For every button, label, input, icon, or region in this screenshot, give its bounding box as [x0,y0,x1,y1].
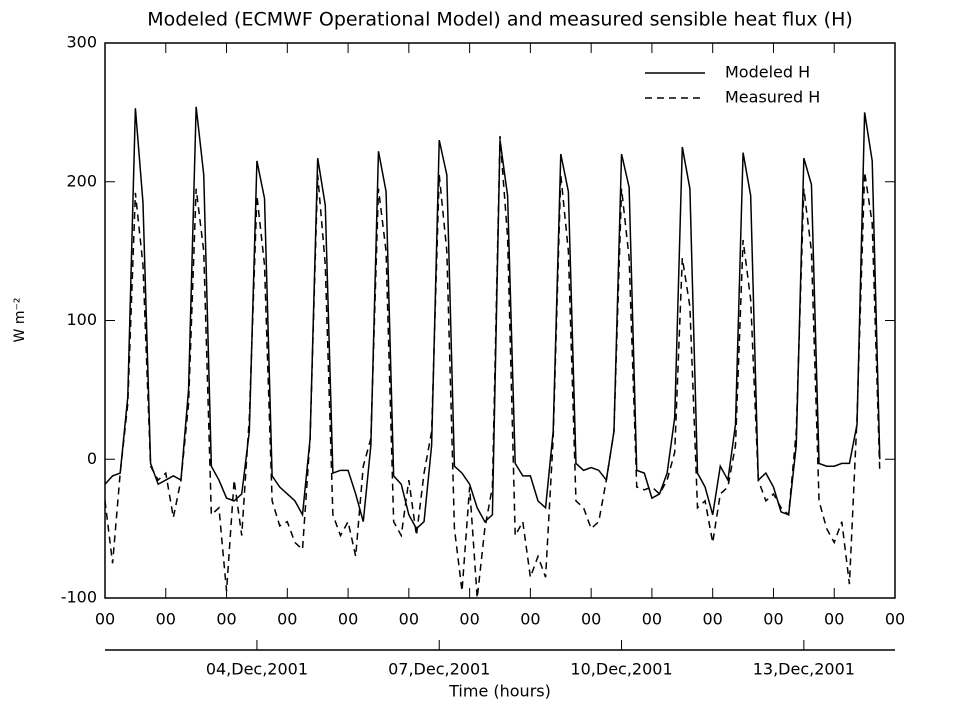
x-tick-label: 00 [459,610,479,629]
series-line [104,106,881,530]
x-tick-label: 00 [216,610,236,629]
date-tick-label: 13,Dec,2001 [753,660,855,679]
x-tick-label: 00 [399,610,419,629]
date-tick-label: 07,Dec,2001 [388,660,490,679]
y-tick-label: 100 [66,310,97,329]
x-tick-label: 00 [763,610,783,629]
x-tick-label: 00 [277,610,297,629]
x-tick-label: 00 [581,610,601,629]
x-axis-label: Time (hours) [448,682,551,701]
series-line [104,135,881,599]
plot-frame [104,42,896,599]
x-tick-label: 00 [642,610,662,629]
x-tick-label: 00 [824,610,844,629]
x-tick-label: 00 [885,610,905,629]
x-tick-label: 00 [95,610,115,629]
date-tick-label: 10,Dec,2001 [570,660,672,679]
x-tick-label: 00 [338,610,358,629]
y-tick-label: -100 [61,588,97,607]
date-tick-label: 04,Dec,2001 [206,660,308,679]
x-tick-label: 00 [703,610,723,629]
y-tick-label: 0 [87,449,97,468]
y-axis-label: W m⁻² [12,298,28,343]
chart-title: Modeled (ECMWF Operational Model) and me… [147,9,853,31]
x-tick-label: 00 [156,610,176,629]
x-tick-label: 00 [520,610,540,629]
legend-label: Measured H [725,88,820,107]
legend-label: Modeled H [725,63,810,82]
y-tick-label: 200 [66,171,97,190]
y-tick-label: 300 [66,33,97,52]
